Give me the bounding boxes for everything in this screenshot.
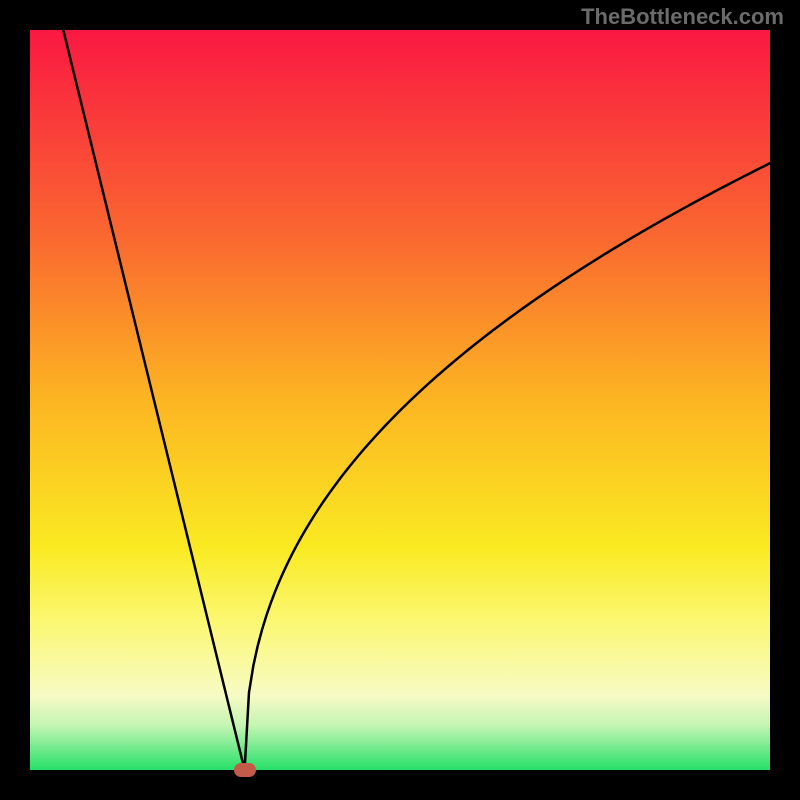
watermark-text: TheBottleneck.com	[581, 4, 784, 30]
background-gradient	[30, 30, 770, 770]
plot-area	[30, 30, 770, 770]
optimum-marker	[234, 763, 256, 777]
figure-root: TheBottleneck.com	[0, 0, 800, 800]
